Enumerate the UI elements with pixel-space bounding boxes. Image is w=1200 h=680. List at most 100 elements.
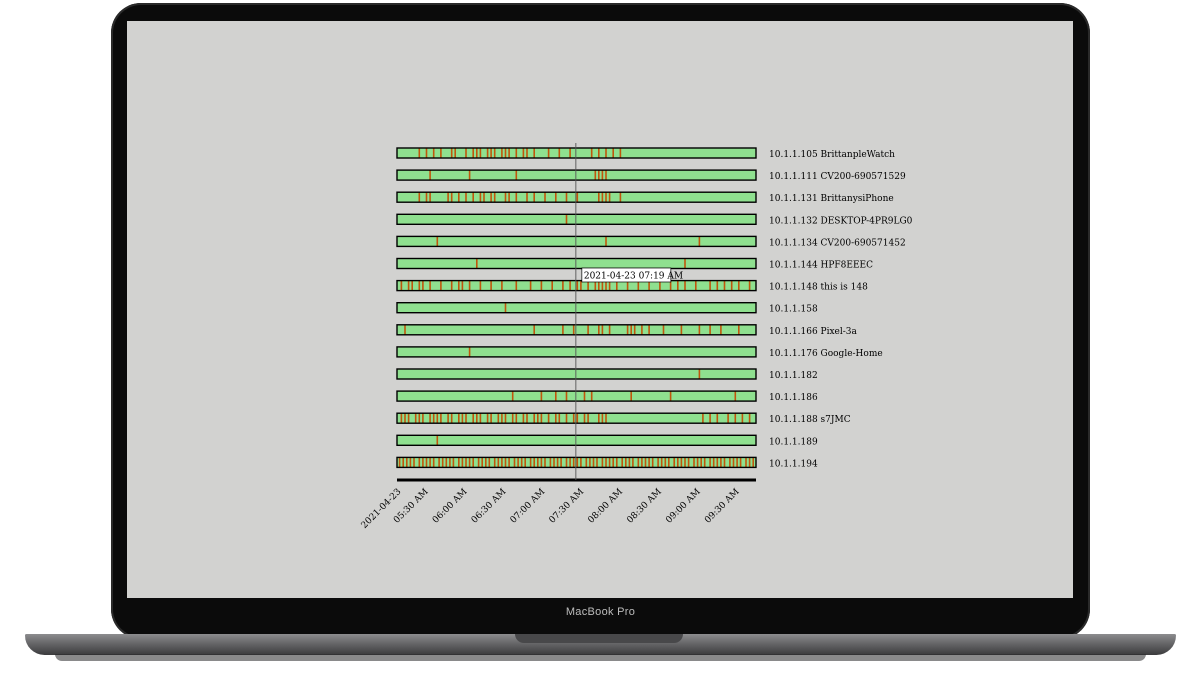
- event-mark: [501, 280, 503, 291]
- event-mark: [526, 148, 528, 158]
- event-mark: [748, 413, 751, 424]
- event-mark: [668, 457, 670, 468]
- event-mark: [664, 457, 667, 468]
- host-bar[interactable]: [397, 391, 756, 402]
- event-mark: [684, 280, 686, 291]
- event-mark: [738, 280, 740, 291]
- event-mark: [508, 148, 510, 158]
- event-mark: [608, 280, 611, 291]
- host-label: 10.1.1.144 HPF8EEEC: [769, 261, 873, 271]
- host-bar[interactable]: [397, 236, 756, 247]
- event-mark: [418, 280, 421, 291]
- event-mark: [454, 148, 456, 158]
- event-mark: [587, 324, 589, 335]
- event-mark: [537, 413, 539, 424]
- event-mark: [736, 457, 738, 468]
- host-bar[interactable]: [397, 324, 756, 335]
- host-bar-outline: [396, 147, 757, 159]
- event-mark: [569, 280, 571, 291]
- event-mark: [432, 457, 435, 468]
- event-mark: [677, 280, 679, 291]
- event-mark: [504, 413, 507, 424]
- event-mark: [447, 413, 449, 424]
- event-mark: [540, 280, 543, 291]
- event-mark: [515, 413, 518, 424]
- event-mark: [440, 280, 442, 291]
- event-mark: [745, 457, 747, 468]
- event-mark: [598, 280, 600, 291]
- event-mark: [619, 148, 622, 158]
- event-mark: [461, 280, 464, 291]
- cursor-tooltip: [581, 267, 672, 283]
- event-mark: [716, 413, 719, 424]
- event-mark: [738, 324, 740, 335]
- event-mark: [465, 192, 467, 203]
- event-mark: [524, 457, 526, 468]
- event-mark: [549, 457, 552, 468]
- event-mark: [488, 457, 491, 468]
- host-bar-outline: [396, 302, 757, 314]
- event-mark: [657, 457, 659, 468]
- event-mark: [727, 413, 729, 424]
- event-mark: [522, 148, 525, 158]
- event-mark: [594, 170, 597, 181]
- host-bar[interactable]: [397, 170, 756, 181]
- host-bar[interactable]: [397, 435, 756, 446]
- host-bar[interactable]: [397, 258, 756, 269]
- event-mark: [630, 324, 632, 335]
- host-label: 10.1.1.131 BrittanysiPhone: [769, 194, 894, 204]
- event-mark: [479, 148, 482, 158]
- event-mark: [425, 192, 428, 203]
- event-mark: [547, 413, 550, 424]
- event-mark: [605, 280, 607, 291]
- event-mark: [709, 457, 711, 468]
- event-mark: [576, 457, 579, 468]
- event-mark: [648, 457, 650, 468]
- event-mark: [479, 192, 482, 203]
- event-mark: [476, 148, 478, 158]
- event-mark: [677, 457, 679, 468]
- event-mark: [540, 457, 543, 468]
- event-mark: [504, 457, 507, 468]
- event-mark: [468, 170, 471, 181]
- event-mark: [723, 457, 726, 468]
- event-mark: [729, 457, 731, 468]
- event-mark: [598, 148, 600, 158]
- event-mark: [472, 457, 474, 468]
- host-bar-outline: [396, 279, 757, 292]
- event-mark: [605, 236, 607, 247]
- event-mark: [479, 413, 482, 424]
- host-bar[interactable]: [397, 369, 756, 379]
- event-mark: [619, 192, 622, 203]
- event-mark: [684, 457, 686, 468]
- event-mark: [468, 346, 471, 357]
- event-mark: [601, 280, 604, 291]
- host-label: 10.1.1.105 BrittanpleWatch: [769, 150, 895, 160]
- event-mark: [406, 457, 408, 468]
- host-bar[interactable]: [397, 346, 756, 357]
- event-mark: [576, 280, 579, 291]
- event-mark: [497, 413, 500, 424]
- event-mark: [702, 413, 704, 424]
- event-mark: [598, 324, 600, 335]
- host-bar[interactable]: [397, 302, 756, 313]
- event-mark: [429, 413, 431, 424]
- host-bar-outline: [396, 346, 757, 358]
- event-mark: [709, 280, 711, 291]
- event-mark: [501, 457, 503, 468]
- event-mark: [601, 324, 604, 335]
- event-mark: [490, 148, 492, 158]
- host-bar-outline: [396, 434, 757, 446]
- event-mark: [698, 324, 701, 335]
- event-mark: [513, 457, 516, 468]
- event-mark: [452, 457, 455, 468]
- event-mark: [630, 391, 632, 402]
- event-mark: [605, 457, 607, 468]
- event-mark: [669, 280, 672, 291]
- x-tick-label: 06:00 AM: [431, 487, 470, 526]
- host-bar[interactable]: [397, 148, 756, 158]
- event-mark: [628, 457, 631, 468]
- event-mark: [569, 148, 571, 158]
- host-bar[interactable]: [397, 214, 756, 225]
- event-mark: [565, 391, 568, 402]
